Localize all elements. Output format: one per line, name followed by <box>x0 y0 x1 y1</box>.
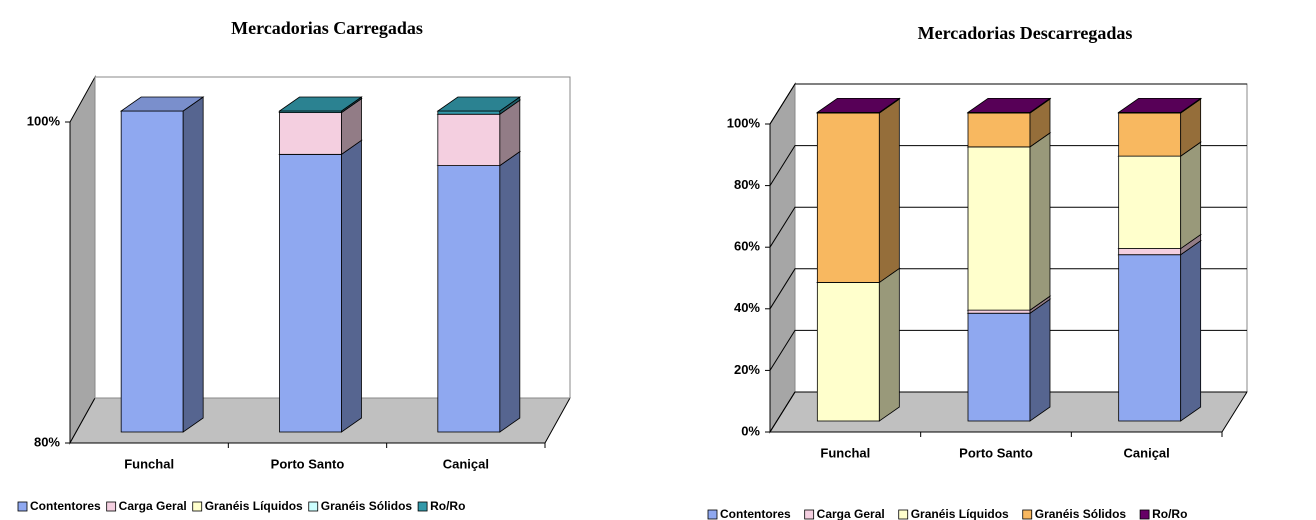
legend-label: Granéis Sólidos <box>1035 507 1127 520</box>
legend-swatch <box>417 501 428 512</box>
bar-top <box>119 96 205 112</box>
legend-swatch <box>804 509 815 520</box>
bar-side <box>341 139 362 433</box>
grid-line <box>769 145 1247 186</box>
bar-top <box>816 97 901 113</box>
bar-side <box>878 267 900 422</box>
legend-swatch <box>898 509 909 520</box>
y-tick-label: 60% <box>734 239 760 254</box>
bar-side <box>499 150 521 433</box>
y-tick-label: 80% <box>734 177 760 192</box>
legend-label: Contentores <box>720 507 791 520</box>
grid-line <box>769 268 1247 310</box>
x-tick-label: Funchal <box>124 456 174 471</box>
bar-segment <box>967 146 1031 311</box>
x-tick-label: Caniçal <box>1124 445 1170 460</box>
legend-label: Contentores <box>30 499 101 513</box>
bar-top <box>278 96 363 112</box>
bar-side <box>182 96 204 433</box>
legend-label: Ro/Ro <box>1152 507 1187 520</box>
y-tick-label: 80% <box>34 434 60 449</box>
bar-segment <box>816 112 880 283</box>
y-tick-label: 20% <box>734 362 760 377</box>
bar-segment <box>1118 248 1182 256</box>
grid-line <box>769 391 1247 433</box>
legend-swatch <box>1022 509 1033 520</box>
y-tick-label: 100% <box>727 115 761 130</box>
legend-label: Granéis Sólidos <box>321 499 413 513</box>
y-tick-label: 0% <box>741 423 760 438</box>
bar-top <box>1117 97 1202 113</box>
bar-segment <box>120 110 184 433</box>
bar-segment <box>1118 112 1182 157</box>
legend-label: Granéis Líquidos <box>205 499 303 513</box>
bar-segment <box>437 165 501 433</box>
grid-line <box>769 83 1247 125</box>
legend-label: Carga Geral <box>817 507 885 520</box>
legend-label: Carga Geral <box>119 499 187 513</box>
bar-side <box>1029 132 1051 311</box>
bar-segment <box>279 112 342 155</box>
x-tick-label: Porto Santo <box>959 445 1033 460</box>
bar-segment <box>816 281 880 422</box>
x-tick-label: Porto Santo <box>271 456 345 471</box>
bar-segment <box>967 309 1031 314</box>
legend-swatch <box>106 501 117 512</box>
bar-segment <box>437 113 501 166</box>
legend-swatch <box>192 501 203 512</box>
side-wall <box>769 82 796 434</box>
y-tick-label: 100% <box>27 113 61 128</box>
bar-segment <box>1118 254 1182 422</box>
y-tick-label: 40% <box>734 300 760 315</box>
legend-swatch <box>17 501 28 512</box>
bar-side <box>1029 298 1051 422</box>
legend-swatch <box>1139 509 1150 520</box>
x-tick-label: Funchal <box>820 445 870 460</box>
bar-top <box>966 97 1052 113</box>
legend-label: Ro/Ro <box>430 499 465 513</box>
side-wall <box>69 75 96 445</box>
legend-swatch <box>707 509 718 520</box>
bar-segment <box>279 153 342 433</box>
chart-title: Mercadorias Descarregadas <box>918 23 1133 43</box>
bar-top <box>436 96 522 112</box>
bar-segment <box>437 110 501 115</box>
legend-swatch <box>308 501 319 512</box>
bar-segment <box>1118 155 1182 249</box>
bar-segment <box>967 112 1031 148</box>
x-tick-label: Caniçal <box>443 456 489 471</box>
bar-side <box>1180 141 1202 250</box>
bar-side <box>878 98 900 284</box>
legend-label: Granéis Líquidos <box>911 507 1009 520</box>
grid-line <box>769 329 1247 371</box>
grid-line <box>769 206 1247 248</box>
bar-segment <box>967 312 1031 422</box>
chart-title: Mercadorias Carregadas <box>231 18 423 38</box>
bar-side <box>1180 239 1202 422</box>
